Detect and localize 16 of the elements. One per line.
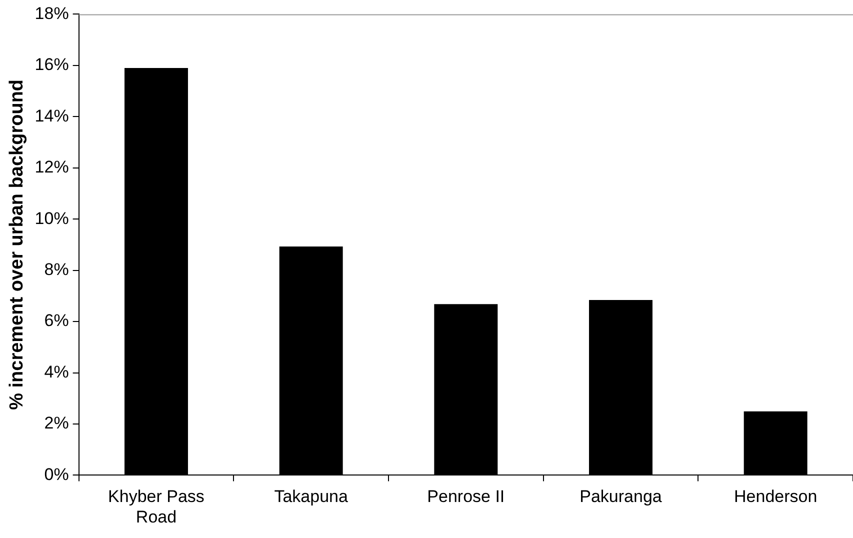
- y-tick-label: 8%: [44, 260, 69, 279]
- y-tick-label: 14%: [34, 106, 69, 126]
- x-tick-label: Penrose II: [427, 487, 505, 506]
- y-tick-label: 6%: [44, 311, 69, 330]
- y-tick-label: 2%: [44, 414, 69, 433]
- y-tick-label: 0%: [44, 464, 69, 484]
- y-axis-title: % increment over urban background: [6, 79, 28, 410]
- y-tick-label: 4%: [44, 362, 69, 382]
- x-tick-label: Henderson: [734, 487, 818, 506]
- x-tick-label: Khyber Pass Road: [108, 487, 204, 526]
- y-tick-label: 10%: [34, 208, 69, 228]
- y-tick-label: 18%: [34, 4, 69, 23]
- y-tick-label: 16%: [34, 55, 69, 74]
- x-tick-label: Takapuna: [274, 487, 348, 506]
- y-tick-label: 12%: [34, 158, 69, 177]
- x-tick-label: Pakuranga: [580, 487, 662, 506]
